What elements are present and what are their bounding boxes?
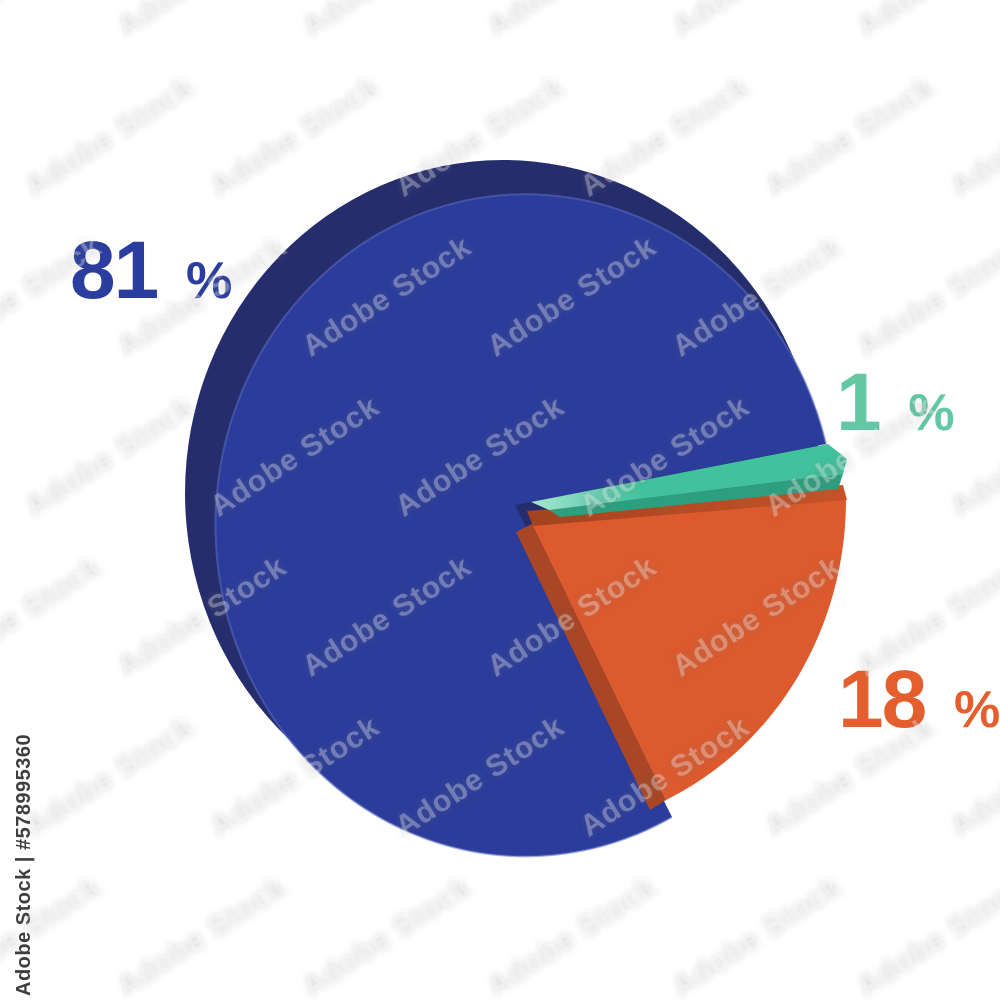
slice-81-edge-highlight bbox=[214, 193, 827, 858]
label-1-percent: 1 % bbox=[836, 357, 955, 448]
slice-18-face bbox=[532, 498, 847, 800]
label-81-percent: 81 % bbox=[70, 225, 232, 316]
stock-id-watermark: Adobe Stock | #578995360 bbox=[13, 734, 35, 996]
slice-18-side bbox=[516, 524, 666, 810]
slice-1-side bbox=[549, 474, 843, 517]
slice-1-face bbox=[531, 444, 847, 510]
slice-81-face bbox=[215, 194, 826, 857]
label-18-percent: 18 % bbox=[838, 654, 1000, 745]
